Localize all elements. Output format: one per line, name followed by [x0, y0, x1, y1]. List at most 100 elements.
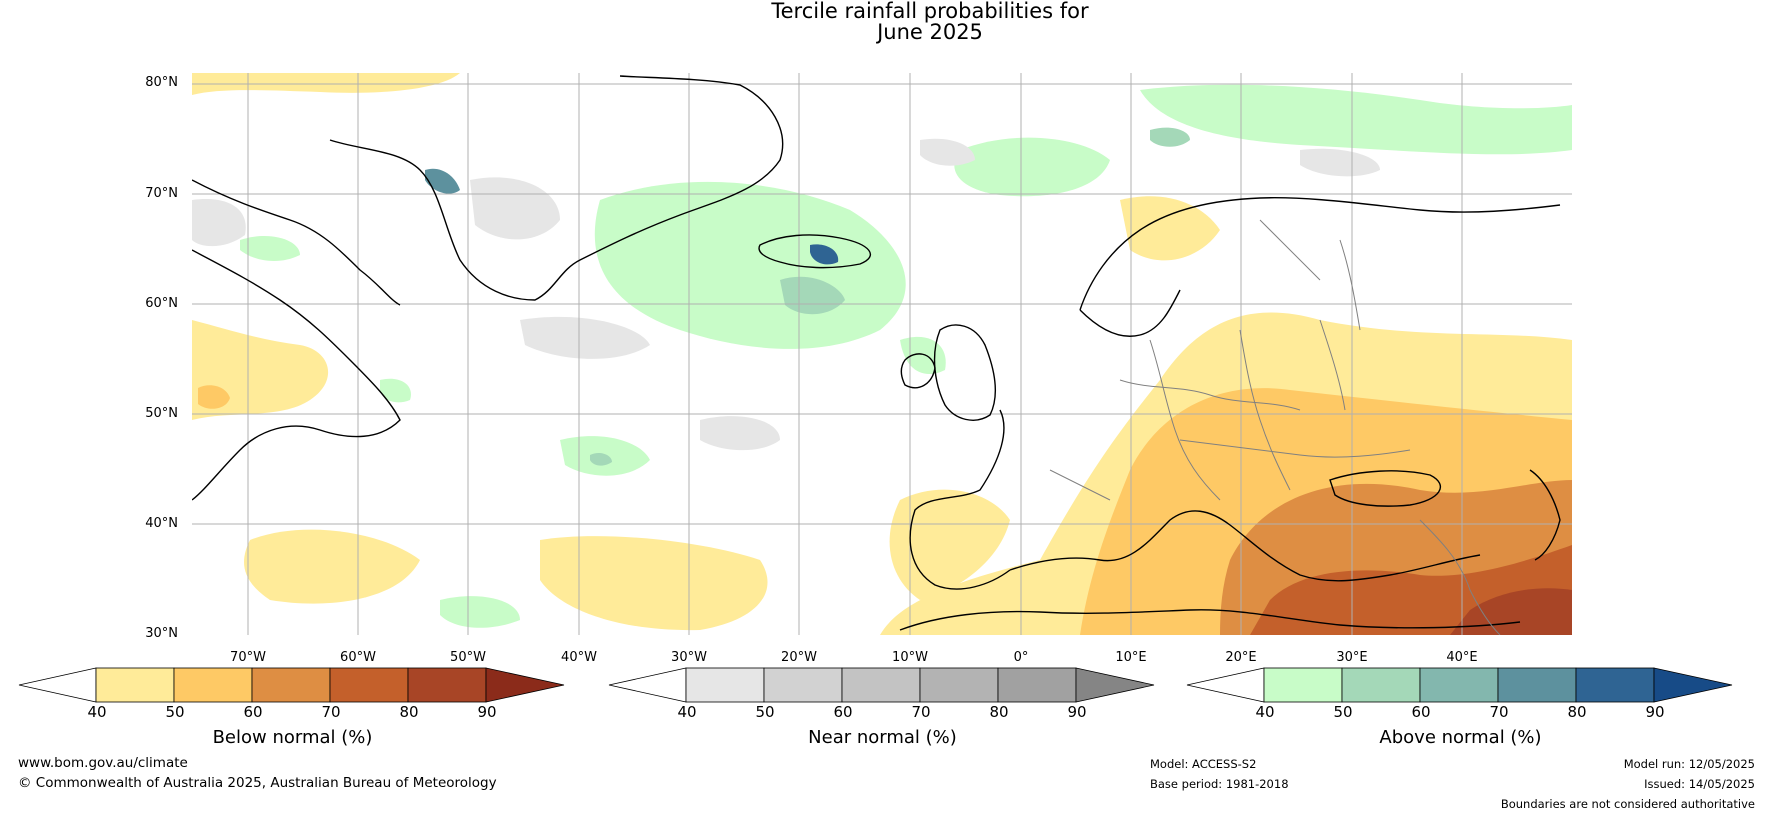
above-normal-region-atlantic-mid-50 — [590, 452, 612, 466]
above-color-segment — [1497, 667, 1577, 703]
lon-label-40e: 40°E — [1446, 650, 1478, 665]
above-normal-region-arctic — [1140, 84, 1572, 155]
title-line-2: June 2025 — [877, 20, 983, 44]
above-normal-region-iceland-80 — [810, 244, 839, 265]
graticule — [192, 73, 1572, 635]
coast-europe-west — [909, 409, 1011, 590]
lon-label-10e: 10°E — [1115, 650, 1147, 665]
lat-label-30n: 30°N — [145, 626, 178, 641]
above-normal-region-greenland-west — [240, 235, 300, 262]
above-color-segment — [1263, 667, 1343, 703]
near-normal-region-azores — [700, 416, 780, 451]
below-over-triangle — [485, 667, 565, 703]
coast-greenland — [329, 75, 784, 301]
footer-disclaimer: Boundaries are not considered authoritat… — [1500, 797, 1755, 811]
coastlines — [192, 75, 1561, 631]
coast-black-sea — [1329, 470, 1442, 507]
near-normal-region-west — [192, 199, 246, 247]
above-normal-region-north-atlantic-50 — [780, 276, 845, 315]
below-tick-90: 90 — [477, 703, 497, 721]
below-normal-region-canada-60 — [198, 385, 230, 409]
colorbar-above-normal — [1186, 667, 1733, 703]
below-tick-50: 50 — [165, 703, 185, 721]
lon-label-40w: 40°W — [561, 650, 597, 665]
coast-britain — [933, 324, 997, 421]
above-normal-region-subtropical — [440, 596, 520, 628]
footer-base-period: Base period: 1981-2018 — [1150, 777, 1289, 791]
coast-mediterranean — [1009, 510, 1481, 582]
above-tick-60: 60 — [1411, 703, 1431, 721]
country-borders — [1049, 219, 1501, 635]
near-tick-70: 70 — [911, 703, 931, 721]
above-tick-70: 70 — [1489, 703, 1509, 721]
below-tick-80: 80 — [399, 703, 419, 721]
footer-model-run: Model run: 12/05/2025 — [1623, 757, 1755, 771]
above-tick-50: 50 — [1333, 703, 1353, 721]
title-line-1: Tercile rainfall probabilities for — [771, 0, 1089, 23]
lon-label-60w: 60°W — [340, 650, 376, 665]
above-normal-region-norwegian-sea — [954, 137, 1110, 197]
colorbar-near-normal — [608, 667, 1155, 703]
lon-label-70w: 70°W — [230, 650, 266, 665]
near-tick-60: 60 — [833, 703, 853, 721]
below-color-segment — [173, 667, 253, 703]
above-under-triangle — [1186, 667, 1265, 703]
above-color-segment — [1575, 667, 1655, 703]
above-normal-title: Above normal (%) — [1379, 727, 1542, 748]
footer-website: www.bom.gov.au/climate — [18, 755, 188, 771]
below-normal-title: Below normal (%) — [212, 727, 373, 748]
coast-africa-north — [899, 609, 1521, 631]
near-color-segment — [919, 667, 999, 703]
probability-shading — [192, 73, 1572, 635]
below-tick-60: 60 — [243, 703, 263, 721]
above-normal-region-greenland-70 — [425, 168, 460, 194]
near-tick-40: 40 — [677, 703, 697, 721]
below-tick-70: 70 — [321, 703, 341, 721]
near-normal-region-north-sea — [920, 138, 975, 166]
below-color-segment — [407, 667, 487, 703]
near-color-segment — [685, 667, 765, 703]
above-tick-90: 90 — [1645, 703, 1665, 721]
lon-label-20e: 20°E — [1225, 650, 1257, 665]
lon-label-20w: 20°W — [781, 650, 817, 665]
near-tick-50: 50 — [755, 703, 775, 721]
lon-label-10w: 10°W — [892, 650, 928, 665]
colorbar-below-normal — [18, 667, 565, 703]
below-normal-region-scandinavia — [1120, 196, 1220, 261]
near-color-segment — [763, 667, 843, 703]
lon-label-30e: 30°E — [1336, 650, 1368, 665]
lat-label-80n: 80°N — [145, 75, 178, 90]
footer-issued: Issued: 14/05/2025 — [1644, 777, 1755, 791]
below-color-segment — [329, 667, 409, 703]
above-tick-40: 40 — [1255, 703, 1275, 721]
lat-label-40n: 40°N — [145, 516, 178, 531]
below-tick-40: 40 — [87, 703, 107, 721]
near-color-segment — [841, 667, 921, 703]
below-normal-region-iberia — [889, 489, 1010, 600]
above-over-triangle — [1653, 667, 1733, 703]
above-color-segment — [1419, 667, 1499, 703]
coast-iceland — [758, 234, 872, 269]
lon-label-30w: 30°W — [671, 650, 707, 665]
near-tick-80: 80 — [989, 703, 1009, 721]
below-color-segment — [95, 667, 175, 703]
near-tick-90: 90 — [1067, 703, 1087, 721]
near-normal-region-atlantic — [520, 316, 650, 359]
near-over-triangle — [1075, 667, 1155, 703]
above-color-segment — [1341, 667, 1421, 703]
below-color-segment — [251, 667, 331, 703]
coast-caspian — [1529, 469, 1561, 561]
footer-copyright: © Commonwealth of Australia 2025, Austra… — [18, 775, 497, 791]
below-normal-region-subtropics — [244, 529, 420, 604]
coast-labrador — [192, 249, 401, 501]
coast-ireland — [900, 353, 936, 389]
below-normal-region-atlantic — [540, 536, 768, 631]
lat-label-70n: 70°N — [145, 186, 178, 201]
lon-label-50w: 50°W — [450, 650, 486, 665]
lat-label-60n: 60°N — [145, 296, 178, 311]
above-normal-region-newfoundland — [380, 378, 411, 403]
coast-norway — [1079, 289, 1181, 337]
above-normal-region-arctic-50 — [1150, 127, 1190, 147]
near-normal-region-arctic — [1300, 148, 1380, 177]
